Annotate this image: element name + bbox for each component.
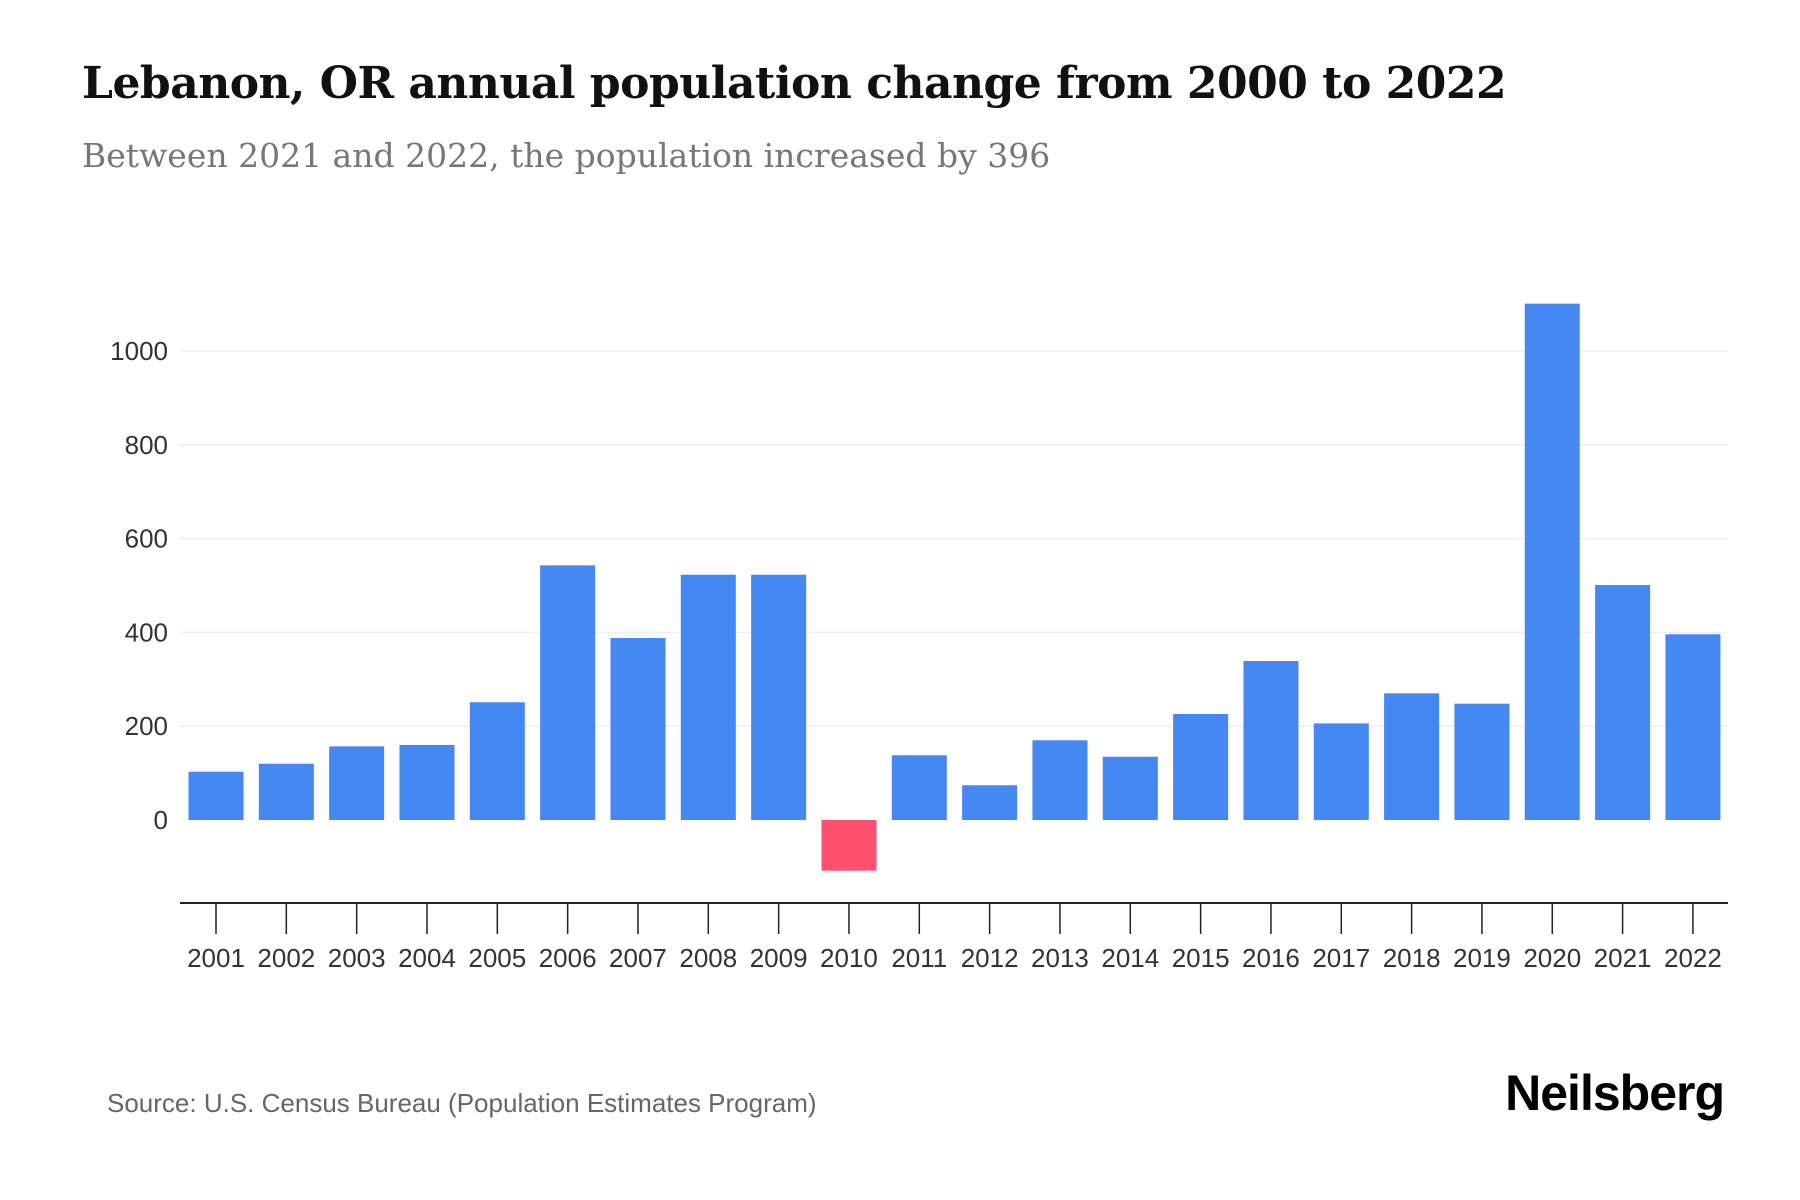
brand-logo[interactable]: Neilsberg bbox=[1505, 1065, 1725, 1121]
x-tick-label: 2021 bbox=[1594, 943, 1652, 973]
bar-2017[interactable] bbox=[1313, 723, 1369, 820]
bar-2002[interactable] bbox=[258, 763, 314, 820]
bar-2012[interactable] bbox=[962, 785, 1018, 820]
source-note: Source: U.S. Census Bureau (Population E… bbox=[107, 1088, 817, 1118]
bar-2011[interactable] bbox=[891, 755, 947, 820]
bar-2004[interactable] bbox=[399, 744, 455, 820]
bar-2015[interactable] bbox=[1173, 714, 1229, 820]
x-tick-label: 2007 bbox=[609, 943, 667, 973]
x-tick-label: 2003 bbox=[328, 943, 386, 973]
x-tick-label: 2012 bbox=[961, 943, 1019, 973]
bar-2020[interactable] bbox=[1524, 303, 1580, 821]
x-tick-label: 2013 bbox=[1031, 943, 1089, 973]
bar-2003[interactable] bbox=[329, 746, 385, 820]
y-tick-label: 800 bbox=[125, 430, 168, 460]
x-tick-label: 2010 bbox=[820, 943, 878, 973]
x-tick-label: 2005 bbox=[468, 943, 526, 973]
bar-2019[interactable] bbox=[1454, 703, 1510, 820]
x-tick-label: 2016 bbox=[1242, 943, 1300, 973]
bar-2008[interactable] bbox=[680, 574, 736, 820]
chart-title: Lebanon, OR annual population change fro… bbox=[82, 58, 1507, 109]
x-tick-label: 2006 bbox=[539, 943, 597, 973]
x-tick-label: 2008 bbox=[679, 943, 737, 973]
x-axis: 2001 2002 2003 2004 2005 2006 2007 2008 2009 2010… bbox=[180, 902, 1728, 973]
x-tick-label: 2018 bbox=[1383, 943, 1441, 973]
bars bbox=[188, 303, 1721, 871]
x-tick-label: 2002 bbox=[257, 943, 315, 973]
bar-2014[interactable] bbox=[1102, 756, 1158, 820]
bar-2007[interactable] bbox=[610, 638, 666, 820]
bar-2006[interactable] bbox=[540, 565, 596, 820]
x-tick-label: 2001 bbox=[187, 943, 245, 973]
x-tick-label: 2014 bbox=[1101, 943, 1159, 973]
y-axis-labels: 0 200 400 600 800 1000 bbox=[110, 336, 168, 835]
bar-2016[interactable] bbox=[1243, 661, 1299, 820]
bar-2009[interactable] bbox=[751, 574, 807, 820]
chart-subtitle: Between 2021 and 2022, the population in… bbox=[82, 136, 1051, 175]
x-tick-label: 2009 bbox=[750, 943, 808, 973]
y-tick-label: 400 bbox=[125, 617, 168, 647]
x-tick-label: 2017 bbox=[1312, 943, 1370, 973]
x-tick-label: 2022 bbox=[1664, 943, 1722, 973]
bar-2010[interactable] bbox=[821, 820, 877, 871]
x-tick-label: 2020 bbox=[1523, 943, 1581, 973]
gridlines bbox=[180, 350, 1728, 727]
bar-2021[interactable] bbox=[1595, 585, 1651, 820]
x-tick-label: 2011 bbox=[891, 943, 947, 973]
x-tick-label: 2004 bbox=[398, 943, 456, 973]
y-tick-label: 600 bbox=[125, 524, 168, 554]
bar-2022[interactable] bbox=[1665, 634, 1721, 820]
y-tick-label: 200 bbox=[125, 711, 168, 741]
x-tick-label: 2019 bbox=[1453, 943, 1511, 973]
bar-2018[interactable] bbox=[1384, 693, 1440, 820]
y-tick-label: 1000 bbox=[110, 336, 168, 366]
bar-2005[interactable] bbox=[469, 702, 525, 820]
bar-2001[interactable] bbox=[188, 771, 244, 820]
y-tick-label: 0 bbox=[154, 805, 168, 835]
bar-2013[interactable] bbox=[1032, 740, 1088, 820]
x-tick-label: 2015 bbox=[1172, 943, 1230, 973]
